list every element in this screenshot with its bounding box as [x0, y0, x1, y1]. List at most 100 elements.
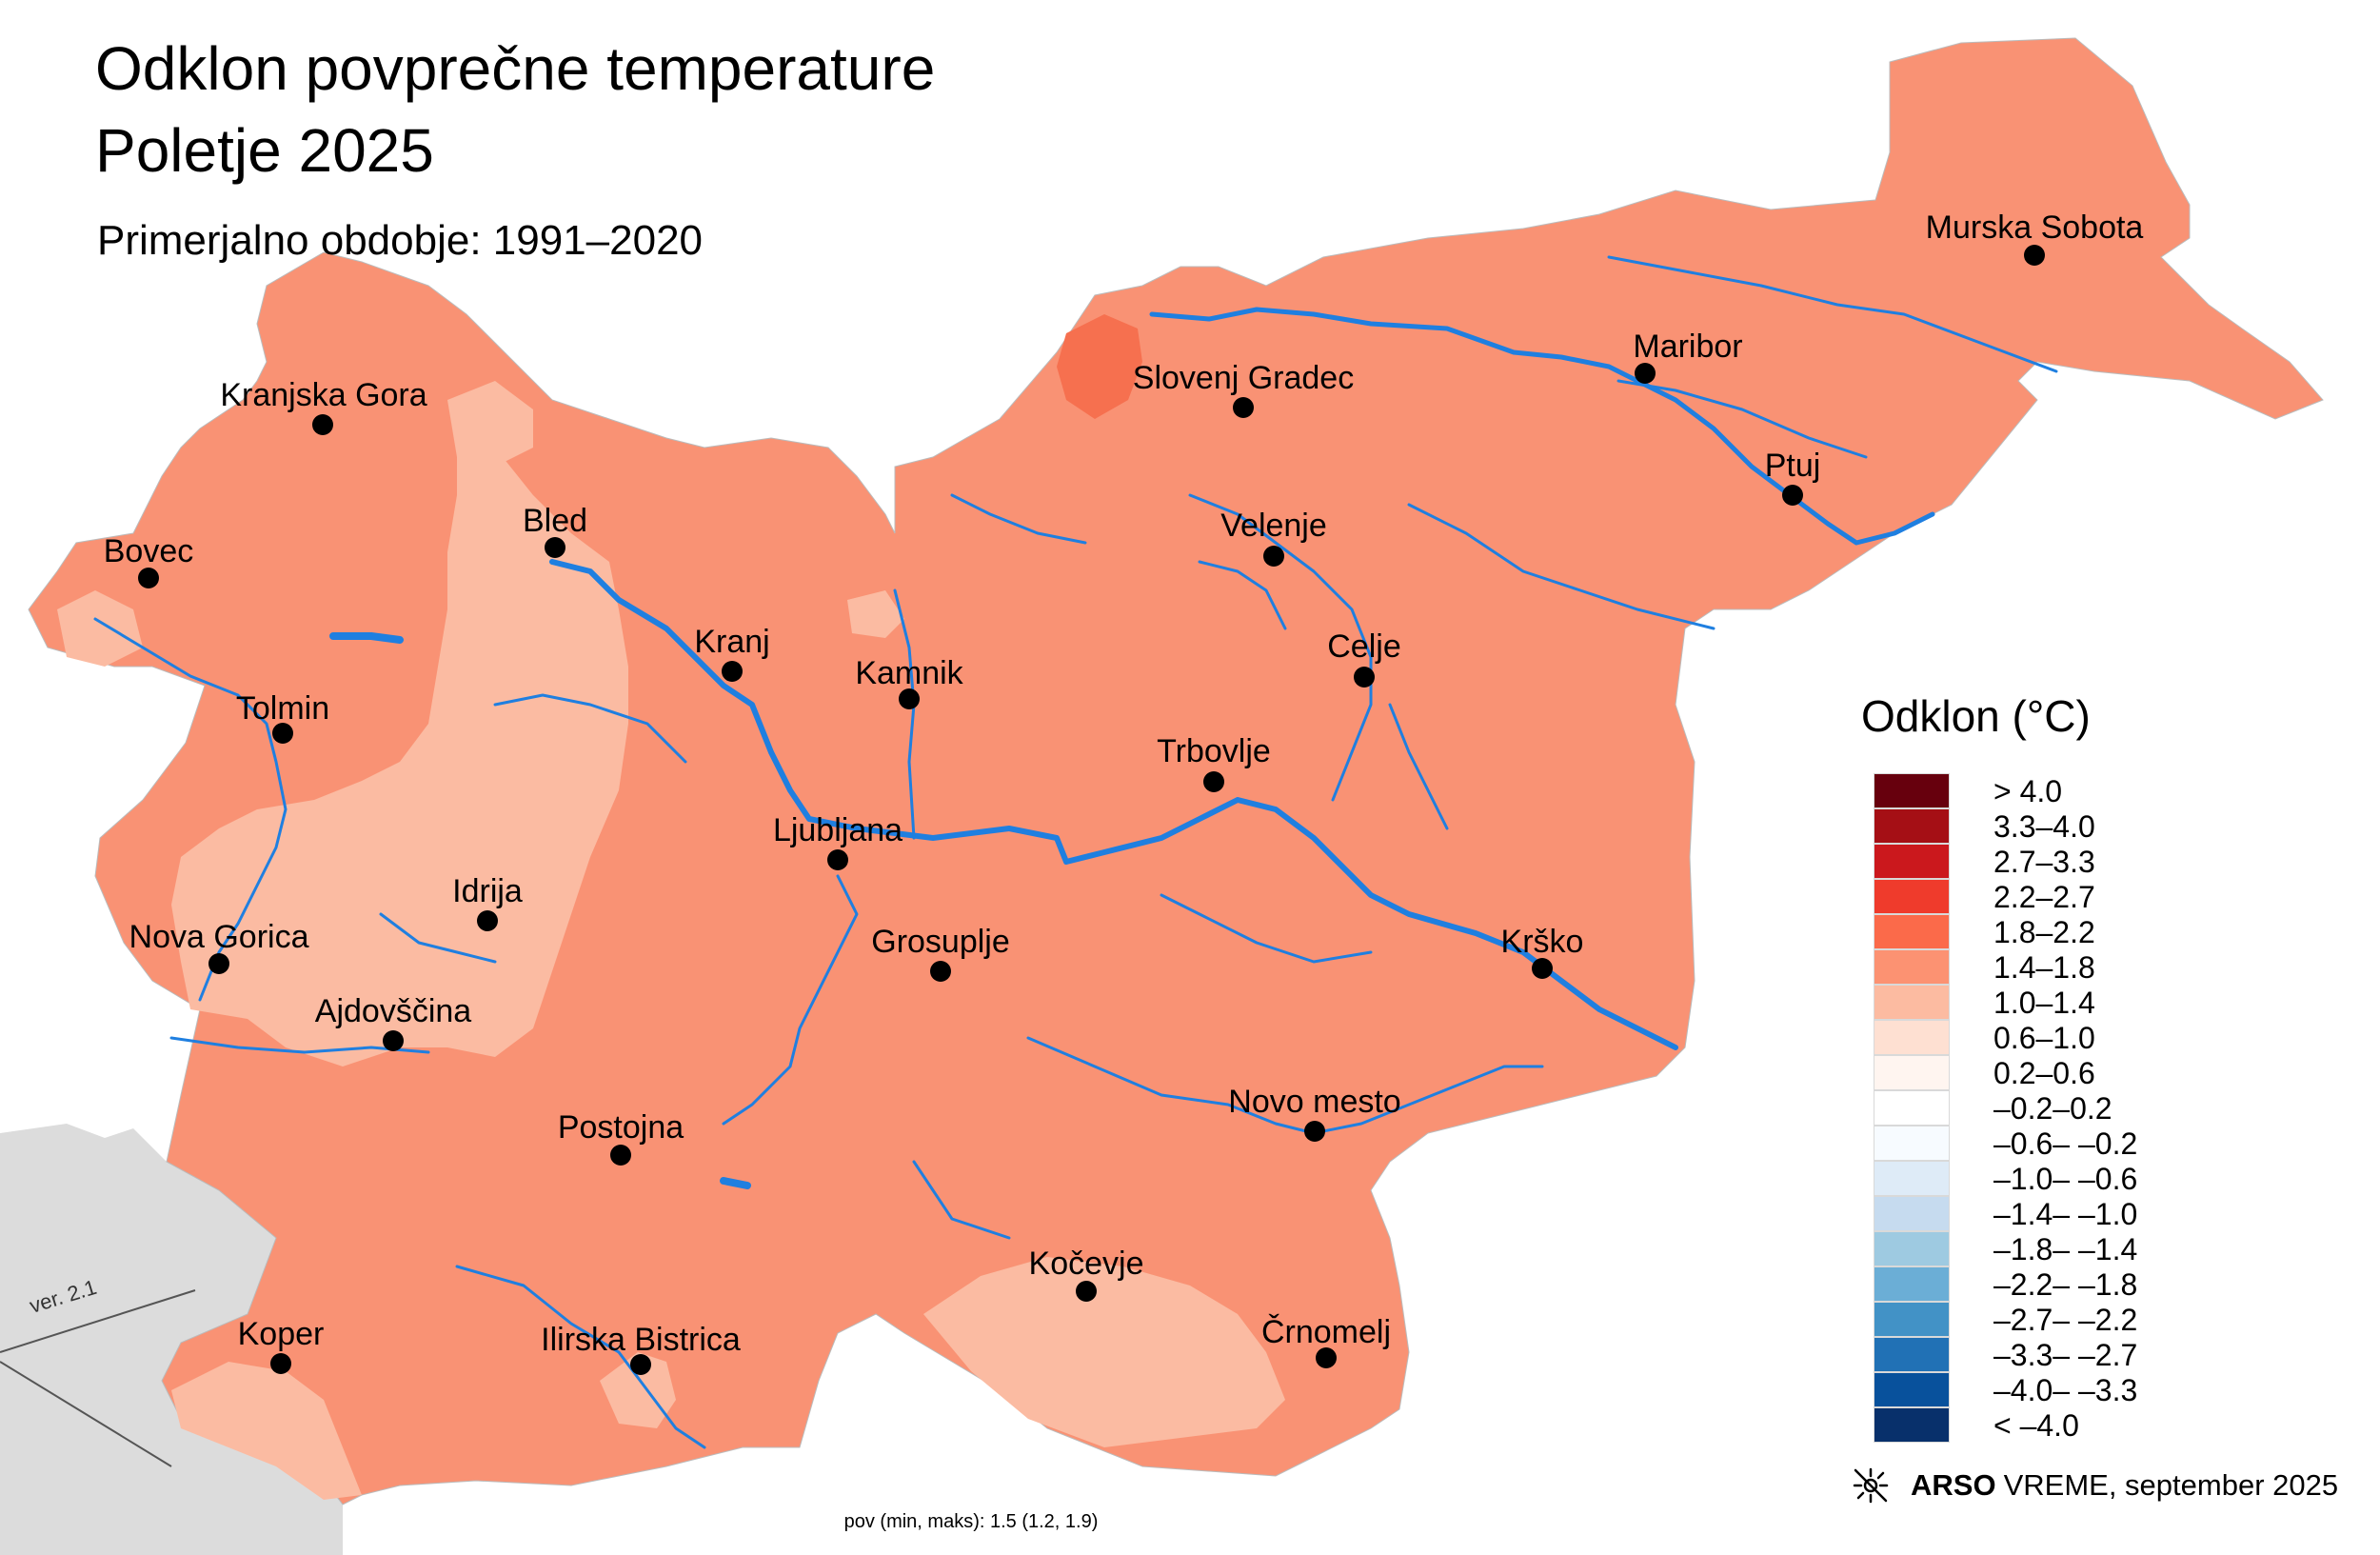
- city-label-nova-gorica: Nova Gorica: [129, 919, 309, 955]
- legend-label: 1.8–2.2: [1993, 915, 2095, 949]
- legend-swatch: [1874, 1337, 1950, 1372]
- city-dot-ljubljana: [827, 849, 848, 870]
- city-label-velenje: Velenje: [1220, 508, 1327, 544]
- city-dot-ptuj: [1782, 485, 1803, 506]
- light-zone-bovec: [57, 590, 143, 667]
- rivers: [93, 255, 2058, 1449]
- dark-zone-slovenj-gradec: [1057, 314, 1142, 419]
- city-dot-celje: [1354, 667, 1375, 688]
- brand-arso: ARSO: [1911, 1468, 1996, 1502]
- city-label-tolmin: Tolmin: [235, 690, 330, 727]
- legend-swatch: [1874, 879, 1950, 914]
- city-label-trbovlje: Trbovlje: [1157, 733, 1271, 769]
- city-label-kamnik: Kamnik: [855, 655, 963, 691]
- legend-swatch: [1874, 949, 1950, 985]
- legend-swatch: [1874, 1020, 1950, 1055]
- city-label-kranj: Kranj: [694, 624, 770, 660]
- river-dreta: [950, 493, 1087, 545]
- city-dot-kranj: [722, 661, 743, 682]
- city-label-kranjska-gora: Kranjska Gora: [220, 377, 427, 413]
- city-dot-tolmin: [272, 723, 293, 744]
- legend-swatch: [1874, 1266, 1950, 1302]
- map-title: Odklon povprečne temperature: [95, 34, 936, 103]
- city-dot-nova-gorica: [208, 953, 229, 974]
- city-dot-slovenj-gradec: [1233, 397, 1254, 418]
- river-sava: [549, 559, 1678, 1050]
- legend-label: –2.2– –1.8: [1993, 1267, 2138, 1302]
- legend-label: 0.2–0.6: [1993, 1056, 2095, 1090]
- legend-label: –1.4– –1.0: [1993, 1197, 2138, 1231]
- brand-vreme: VREME: [2003, 1468, 2109, 1502]
- legend-label: –3.3– –2.7: [1993, 1338, 2138, 1372]
- city-label-maribor: Maribor: [1633, 329, 1743, 365]
- river-idrijca: [379, 912, 497, 964]
- brand: ARSO VREME , september 2025: [1852, 1466, 2338, 1505]
- legend-label: 0.6–1.0: [1993, 1021, 2095, 1055]
- river-mirna: [1160, 893, 1373, 964]
- river-paka: [1198, 560, 1287, 630]
- city-dot-trbovlje: [1203, 771, 1224, 792]
- light-zone-koper: [171, 1362, 362, 1500]
- city-dot-krsko: [1532, 958, 1553, 979]
- sun-icon: [1853, 1467, 1889, 1504]
- city-label-murska-sobota: Murska Sobota: [1925, 209, 2144, 246]
- light-zone-kamnik: [847, 590, 904, 638]
- lake-bohinj: [329, 632, 404, 644]
- river-kolpa: [912, 1160, 1011, 1240]
- river-ljubljanica: [722, 874, 859, 1126]
- legend-label: 3.3–4.0: [1993, 809, 2095, 844]
- legend-swatch: [1874, 773, 1950, 808]
- legend-label: 1.4–1.8: [1993, 950, 2095, 985]
- legend-swatch: [1874, 808, 1950, 844]
- city-label-crnomelj: Črnomelj: [1260, 1314, 1392, 1350]
- city-label-celje: Celje: [1327, 628, 1401, 665]
- city-dot-bled: [545, 537, 565, 558]
- city-dot-crnomelj: [1316, 1347, 1337, 1368]
- city-label-ilirska-bistrica: Ilirska Bistrica: [541, 1322, 741, 1358]
- legend-swatch: [1874, 844, 1950, 879]
- city-dot-novo-mesto: [1304, 1121, 1325, 1142]
- city-label-krsko: Krško: [1500, 924, 1584, 960]
- city-label-grosuplje: Grosuplje: [871, 924, 1010, 960]
- city-label-ljubljana: Ljubljana: [772, 812, 903, 848]
- light-zone-kocevje: [923, 1257, 1285, 1447]
- legend-swatch: [1874, 1196, 1950, 1231]
- city-dot-grosuplje: [930, 961, 951, 982]
- border-line: [0, 1289, 196, 1467]
- brand-date: , september 2025: [2108, 1468, 2339, 1502]
- legend-label: 2.7–3.3: [1993, 845, 2095, 879]
- legend-swatch: [1874, 1161, 1950, 1196]
- light-zone-west: [171, 433, 628, 1067]
- legend-swatch: [1874, 1372, 1950, 1407]
- legend-swatch: [1874, 914, 1950, 949]
- legend-label: > 4.0: [1993, 774, 2063, 808]
- legend-swatch: [1874, 1055, 1950, 1090]
- legend-label: 2.2–2.7: [1993, 880, 2095, 914]
- legend-swatch: [1874, 1231, 1950, 1266]
- legend-label: –1.0– –0.6: [1993, 1162, 2138, 1196]
- city-dot-kranjska-gora: [312, 414, 333, 435]
- city-label-kocevje: Kočevje: [1028, 1246, 1144, 1282]
- river-pesnica: [1616, 379, 1868, 459]
- legend-swatch: [1874, 1126, 1950, 1161]
- city-dot-murska-sobota: [2024, 245, 2045, 266]
- legend-label: –0.2–0.2: [1993, 1091, 2112, 1126]
- city-dot-kamnik: [899, 688, 920, 709]
- map-subtitle: Primerjalno obdobje: 1991–2020: [97, 217, 704, 264]
- city-dot-idrija: [477, 910, 498, 931]
- city-label-idrija: Idrija: [452, 873, 523, 909]
- city-dot-velenje: [1263, 546, 1284, 567]
- city-label-koper: Koper: [237, 1316, 325, 1352]
- city-dot-koper: [270, 1353, 291, 1374]
- city-label-postojna: Postojna: [557, 1109, 684, 1146]
- city-label-ajdovscina: Ajdovščina: [314, 993, 472, 1029]
- legend-label: –4.0– –3.3: [1993, 1373, 2138, 1407]
- river-dravinja: [1407, 503, 1716, 630]
- legend-swatch: [1874, 985, 1950, 1020]
- river-soca: [93, 617, 288, 1002]
- city-label-ptuj: Ptuj: [1764, 448, 1821, 484]
- river-drava: [1149, 307, 1935, 546]
- city-label-novo-mesto: Novo mesto: [1228, 1084, 1401, 1120]
- river-sotla: [1388, 703, 1449, 830]
